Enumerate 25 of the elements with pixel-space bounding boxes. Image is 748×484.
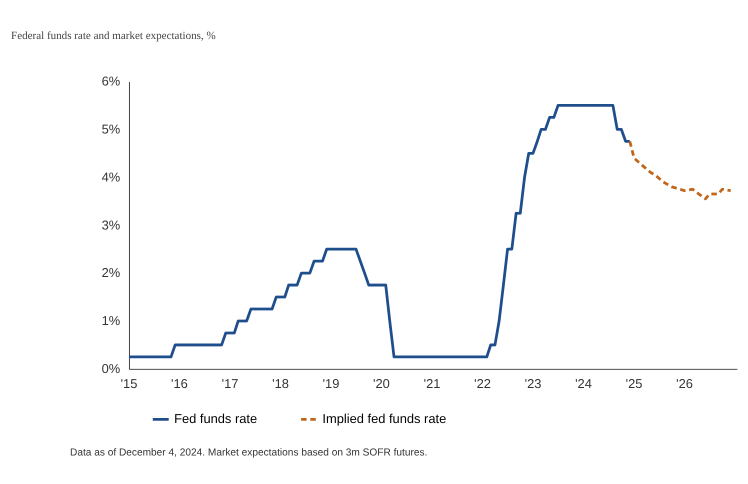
x-tick-label: '18 — [272, 376, 289, 392]
y-tick-label: 4% — [102, 169, 120, 184]
x-tick-label: '20 — [373, 376, 390, 392]
x-tick-label: '23 — [524, 376, 542, 392]
y-tick-label: 5% — [102, 122, 120, 137]
x-tick-label: '25 — [626, 376, 642, 392]
x-tick-label: '21 — [424, 376, 440, 392]
y-tick-label: 3% — [102, 217, 120, 232]
line-series — [128, 104, 632, 358]
y-tick-label: 1% — [102, 313, 120, 328]
line-series — [628, 140, 732, 200]
y-tick-label: 0% — [102, 361, 120, 376]
x-tick-label: '15 — [120, 376, 138, 392]
chart-title: Federal funds rate and market expectations, % — [11, 30, 216, 42]
x-tick-label: '22 — [474, 376, 491, 392]
legend-label: Fed funds rate — [174, 411, 258, 426]
x-tick-label: '17 — [222, 376, 238, 392]
y-tick-label: 6% — [102, 74, 120, 89]
x-tick-label: '19 — [322, 376, 340, 392]
x-tick-label: '16 — [171, 376, 188, 392]
text: Data as of December 4, 2024. Market expectations based on 3m SOFR futures. — [70, 447, 428, 458]
legend-label: Implied fed funds rate — [322, 411, 446, 426]
y-tick-label: 2% — [102, 265, 120, 280]
x-tick-label: '24 — [575, 376, 592, 392]
x-tick-label: '26 — [676, 376, 693, 392]
